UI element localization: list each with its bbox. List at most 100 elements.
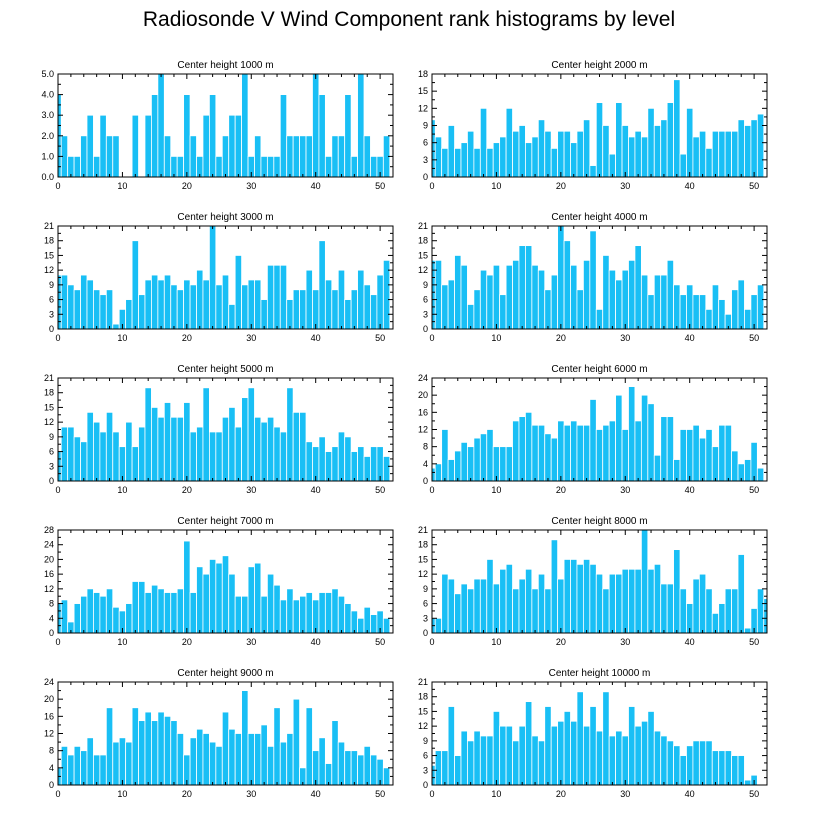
bar [711,130,720,178]
y-tick-label: 18 [418,236,428,246]
bar [221,274,230,330]
x-tick-label: 0 [55,333,60,343]
bar [518,125,526,178]
x-tick-label: 0 [429,485,434,495]
bar [557,225,565,330]
bar [634,420,642,482]
y-tick-label: 15 [418,706,428,716]
bar [486,559,494,634]
bar [196,426,204,482]
bar [131,581,139,634]
bar [189,431,197,482]
bar [673,745,681,786]
y-tick-label: 15 [418,554,428,564]
bar [73,436,81,482]
y-tick-label: 0.0 [41,172,54,182]
y-tick-label: 9 [423,736,428,746]
bar [241,284,249,330]
bar [595,429,604,482]
x-tick-label: 10 [117,181,127,191]
y-tick-label: 0 [423,476,428,486]
x-tick-label: 30 [620,333,630,343]
bar [202,279,210,330]
y-tick-label: 6 [49,295,54,305]
bar [512,259,520,330]
panel-title: Center height 1000 m [177,60,273,71]
bar [344,750,352,786]
bar [286,299,294,330]
bar [86,411,94,482]
bar [151,274,159,330]
x-tick-label: 50 [375,333,385,343]
bar [157,279,165,330]
bar [228,304,236,330]
y-tick-label: 0 [49,476,54,486]
x-tick-label: 50 [749,637,759,647]
bar [679,429,687,482]
bar [318,240,326,330]
bar [731,588,739,634]
bar [570,420,578,482]
bar [376,274,384,330]
x-tick-label: 20 [182,637,192,647]
bar [595,102,604,178]
bar [93,155,101,178]
bar [337,431,346,482]
bar [698,740,707,786]
bar [460,730,468,786]
x-tick-label: 10 [117,637,127,647]
bar [105,135,114,178]
bar [544,130,552,178]
bar [86,279,94,330]
bar [473,437,481,482]
x-tick-label: 0 [55,181,60,191]
bar [363,606,371,634]
y-tick-label: 9 [49,432,54,442]
bar [653,563,662,634]
bar [337,269,346,330]
bar [350,750,358,786]
bar [679,755,687,786]
bar [370,614,378,634]
bar [318,94,326,178]
bar [615,102,623,178]
y-tick-label: 9 [49,280,54,290]
x-tick-label: 0 [55,637,60,647]
bar [473,289,481,330]
y-tick-label: 6 [423,295,428,305]
x-tick-label: 30 [246,333,256,343]
bar [660,119,668,178]
histogram-panel-7: Center height 8000 m 0 10 20 30 40 50 0 3 6 9 12 15 1… [418,516,768,647]
bar [750,441,758,482]
bar [492,583,501,634]
bar [608,420,617,482]
x-tick-label: 40 [685,485,695,495]
bar [679,588,687,634]
y-tick-label: 15 [44,402,54,412]
bar [460,264,468,330]
bar [731,289,739,330]
bar [382,767,391,786]
y-tick-label: 6 [423,138,428,148]
bar [376,446,384,482]
bar [576,424,584,482]
bar [105,289,114,330]
bar [582,119,591,178]
bar [512,420,520,482]
bar [260,421,268,482]
y-tick-label: 8 [423,442,428,452]
bar [454,755,462,786]
bar [660,274,668,330]
bar [131,446,139,482]
bar [628,706,636,786]
x-tick-label: 20 [556,181,566,191]
x-tick-label: 0 [429,181,434,191]
bar [666,102,674,178]
x-tick-label: 30 [246,485,256,495]
y-tick-label: 12 [44,265,54,275]
bar [608,269,617,330]
bar [673,284,681,330]
y-tick-label: 2.0 [41,131,54,141]
bar [518,245,526,330]
bar [744,308,752,330]
